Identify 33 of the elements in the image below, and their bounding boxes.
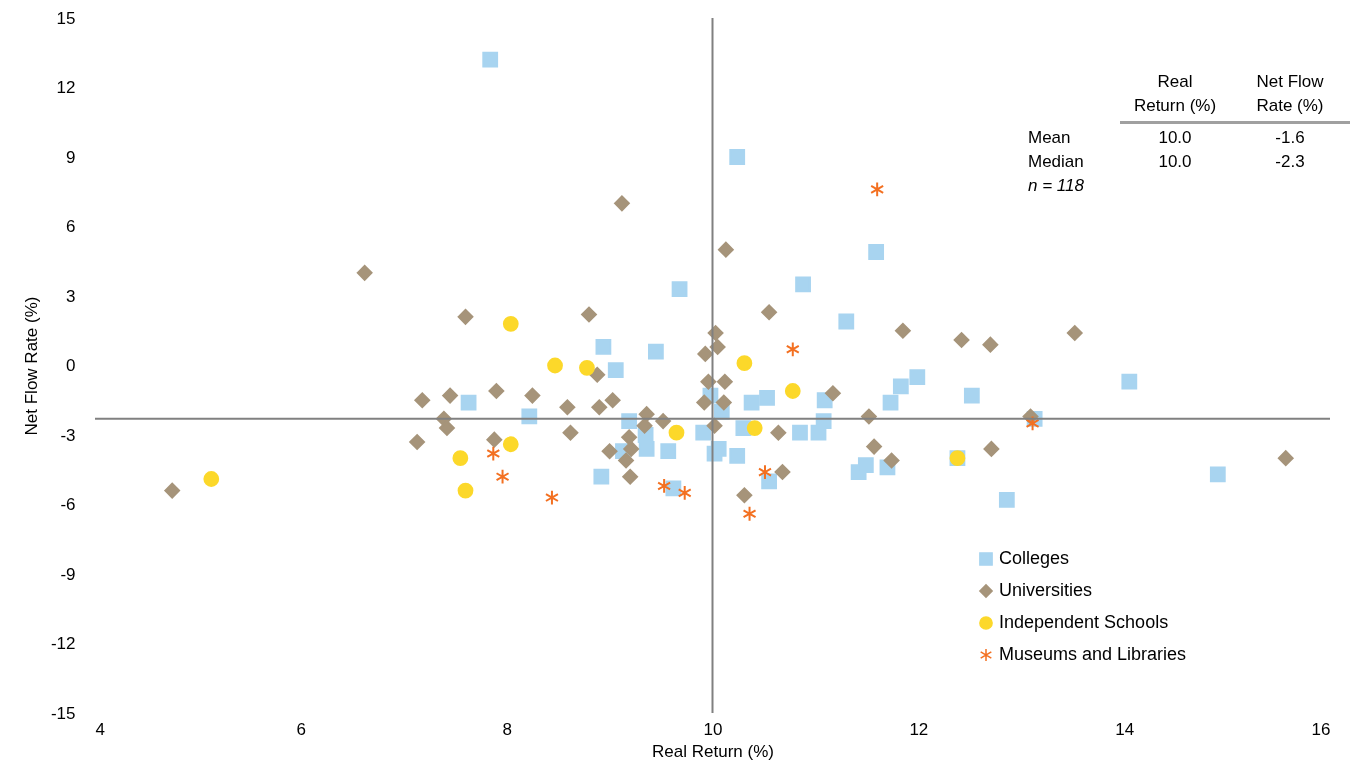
y-tick-label: 6 xyxy=(66,217,76,236)
y-tick-label: 0 xyxy=(66,356,76,375)
x-tick-label: 8 xyxy=(502,719,512,739)
legend-label: Colleges xyxy=(999,548,1070,568)
annotation: -1.6 xyxy=(1274,127,1306,149)
annotation: Real Return (%) xyxy=(1132,71,1218,117)
x-tick-label: 12 xyxy=(909,719,929,739)
y-tick-label: 12 xyxy=(56,78,76,97)
y-tick-label: 15 xyxy=(56,8,76,28)
y-tick-label: -9 xyxy=(60,564,76,584)
annotation: 10.0 xyxy=(1157,151,1193,173)
y-tick-label: -15 xyxy=(50,703,76,723)
x-tick-label: 4 xyxy=(95,719,105,739)
y-tick-label: -12 xyxy=(50,634,76,653)
y-tick-label: 9 xyxy=(66,147,76,167)
legend-label: Museums and Libraries xyxy=(999,644,1187,664)
annotation: 10.0 xyxy=(1157,127,1193,149)
annotation: Mean xyxy=(1028,127,1072,149)
x-tick-label: 14 xyxy=(1115,719,1135,739)
legend-label: Universities xyxy=(999,580,1093,600)
x-tick-label: 10 xyxy=(703,719,723,739)
y-tick-label: -3 xyxy=(60,425,76,445)
annotation: n = 118 xyxy=(1028,175,1085,197)
y-tick-label: -6 xyxy=(60,495,76,514)
y-axis-title: Net Flow Rate (%) xyxy=(21,296,41,436)
x-tick-label: 6 xyxy=(296,719,307,739)
annotation: Median xyxy=(1028,151,1085,173)
annotation: -2.3 xyxy=(1274,151,1306,173)
legend-label: Independent Schools xyxy=(999,612,1169,632)
x-axis-title: Real Return (%) xyxy=(652,741,774,761)
y-tick-label: 3 xyxy=(66,286,76,306)
annotation: Net Flow Rate (%) xyxy=(1255,71,1325,117)
x-tick-label: 16 xyxy=(1311,719,1331,739)
